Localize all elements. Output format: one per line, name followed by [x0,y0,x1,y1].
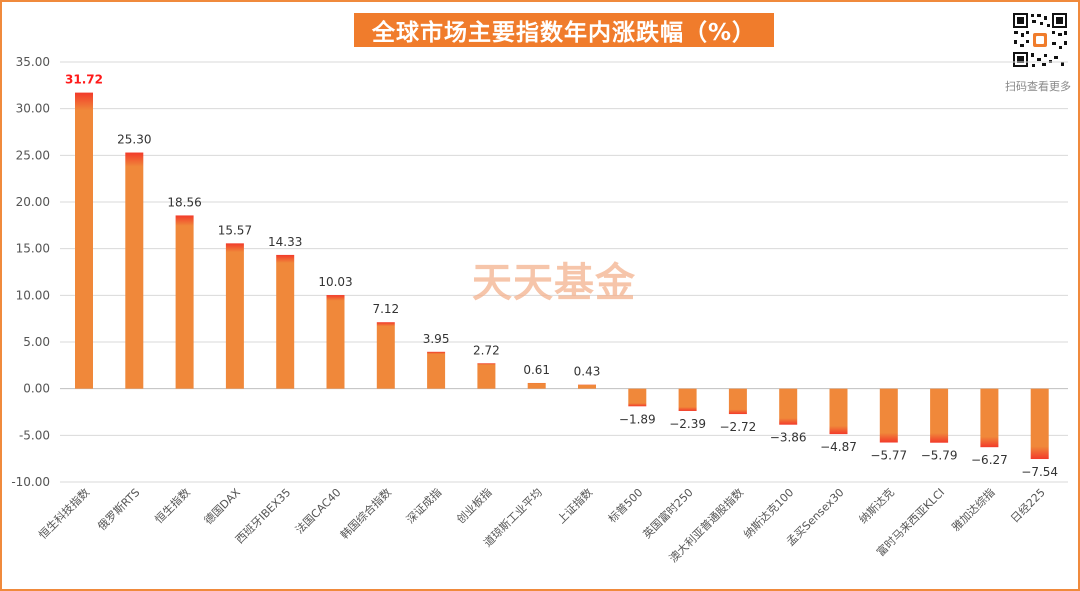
bar [326,295,345,389]
category-label: 深证成指 [403,485,444,526]
y-tick-label: 15.00 [16,242,50,256]
y-tick-label: 35.00 [16,55,50,69]
category-label: 标普500 [605,485,645,525]
value-label: 25.30 [117,133,151,147]
bar [125,152,144,389]
bar [225,243,244,389]
value-label: −6.27 [971,453,1008,467]
category-label: 恒生指数 [152,485,193,526]
value-label: 15.57 [218,223,252,237]
bar [779,388,798,425]
category-label: 法国CAC40 [292,485,343,536]
value-label: −7.54 [1021,465,1058,479]
value-label: −4.87 [820,440,857,454]
value-label: 7.12 [372,302,399,316]
bars [75,92,1049,460]
bar [1030,388,1049,460]
bar [678,388,697,411]
bar [879,388,898,443]
bar [578,384,596,389]
y-tick-label: 0.00 [23,382,50,396]
value-label: 10.03 [318,275,352,289]
value-labels: 31.72 25.30 18.56 15.57 14.33 10.03 7.12 3.95 2.… [65,73,1058,479]
value-label: −5.79 [921,449,958,463]
value-label: 0.43 [574,365,601,379]
chart-title-banner: 全球市场主要指数年内涨跌幅（%） [354,13,774,47]
watermark-logo: 天天基金 [472,259,636,306]
value-label: 3.95 [423,332,450,346]
qr-caption: 扫码查看更多 [1005,80,1071,93]
value-label: 31.72 [65,73,103,87]
y-tick-label: -5.00 [19,428,50,442]
category-label: 纳斯达克 [857,486,897,526]
bar [427,351,446,389]
bar [276,254,295,389]
bar [930,388,949,443]
bar [175,215,194,389]
category-label: 韩国综合指数 [337,485,394,542]
y-tick-label: 25.00 [16,148,50,162]
bar [527,382,546,389]
value-label: −2.72 [720,420,757,434]
category-label: 雅加达综指 [949,485,998,534]
category-label: 创业板指 [454,485,495,526]
category-label: 俄罗斯RTS [95,486,142,533]
bar [376,322,395,389]
bar [477,363,496,389]
category-label: 恒生科技指数 [36,485,93,542]
y-tick-label: 30.00 [16,102,50,116]
category-label: 日经225 [1008,486,1048,526]
y-tick-label: 10.00 [16,288,50,302]
bar [980,388,999,448]
value-label: −5.77 [870,449,907,463]
qr-code-icon[interactable] [1012,12,1068,68]
value-label: −2.39 [669,417,706,431]
category-label: 纳斯达克100 [741,486,796,541]
bar [628,388,647,407]
bar [75,92,93,389]
y-tick-label: 5.00 [23,335,50,349]
value-label: 14.33 [268,235,302,249]
category-label: 上证指数 [554,485,595,526]
category-label: 英国富时250 [640,485,696,541]
category-label: 德国DAX [201,485,243,527]
bar [728,388,747,415]
y-tick-label: 20.00 [16,195,50,209]
chart-title: 全球市场主要指数年内涨跌幅（%） [371,20,757,46]
value-label: −3.86 [770,431,807,445]
y-axis-ticks: 35.00 30.00 25.00 20.00 15.00 10.00 5.00 0.00 -5… [11,55,50,489]
value-label: 0.61 [523,363,550,377]
value-label: −1.89 [619,412,656,426]
y-tick-label: -10.00 [11,475,50,489]
value-label: 18.56 [167,195,201,209]
bar [829,388,848,435]
value-label: 2.72 [473,343,500,357]
